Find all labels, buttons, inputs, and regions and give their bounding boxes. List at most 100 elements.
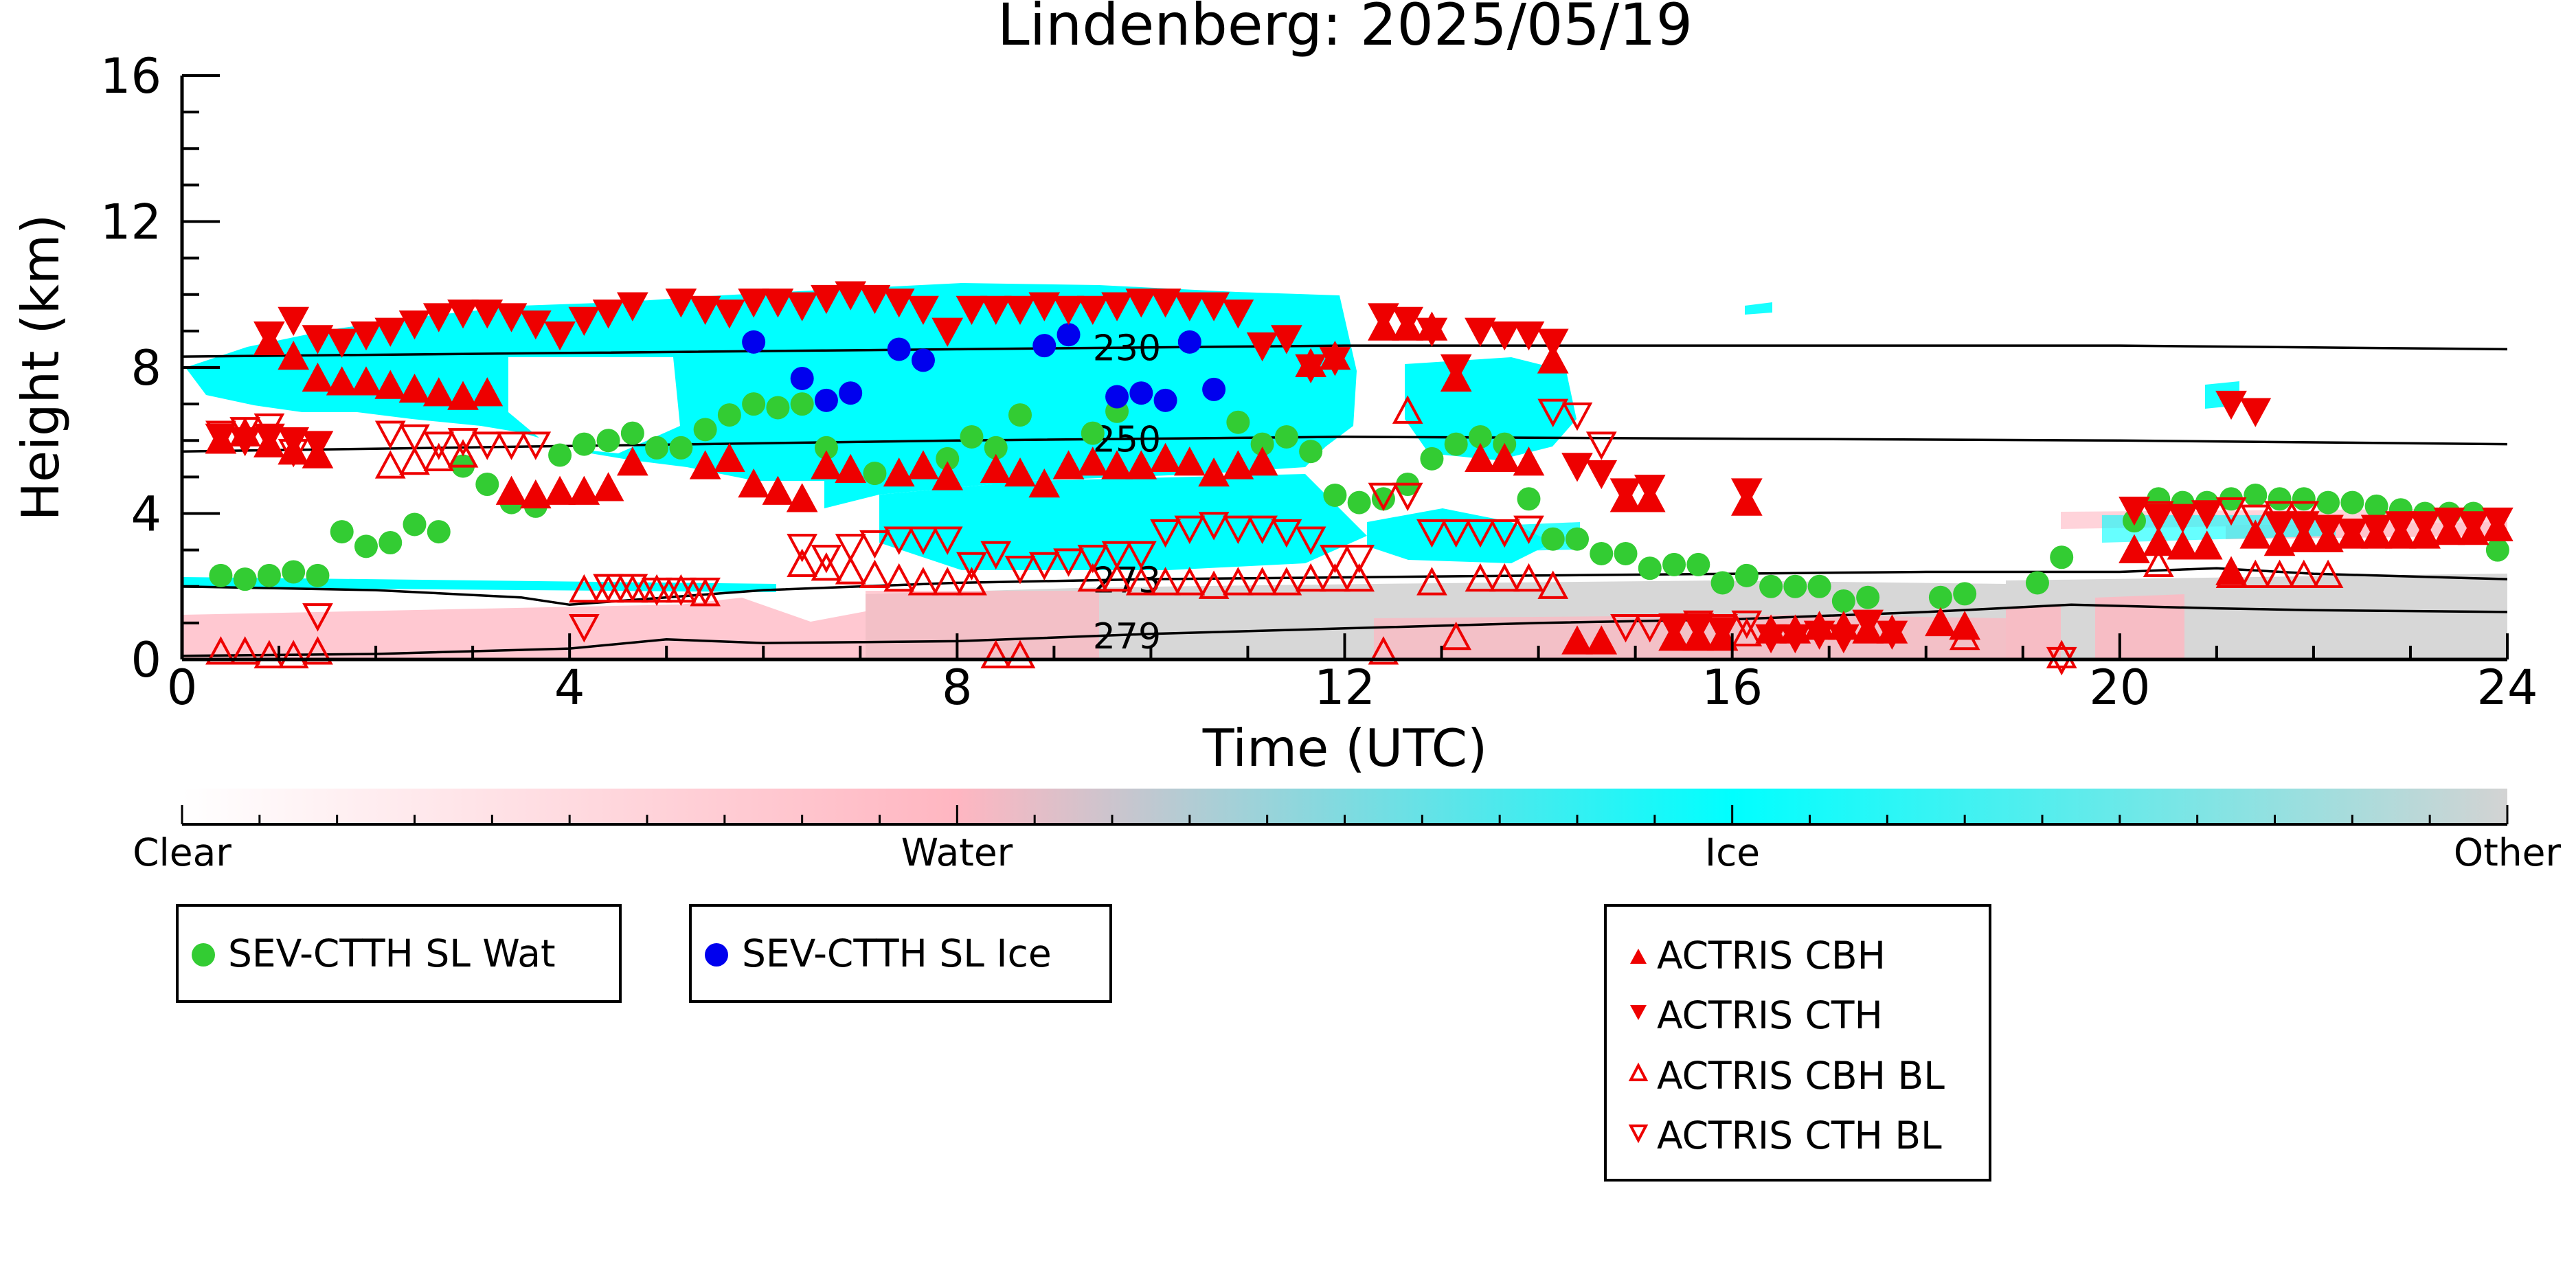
marker-5 [229,417,261,446]
marker-3 [738,289,769,318]
marker-2 [907,450,939,479]
marker-4 [1949,621,1980,651]
marker-3 [1609,478,1642,508]
marker-2 [1537,344,1569,374]
marker-0 [306,563,330,587]
marker-3 [1440,354,1472,384]
marker-0 [693,418,717,442]
marker-0 [863,462,887,486]
marker-5 [2264,501,2295,530]
marker-4 [2264,559,2295,588]
marker-0 [209,563,233,587]
marker-0 [1735,563,1759,587]
marker-2 [617,447,648,476]
marker-0 [403,512,427,536]
marker-3 [2433,507,2465,537]
marker-0 [1371,487,1395,511]
marker-5 [931,526,963,555]
marker-0 [1614,541,1638,565]
colorbar-label-other: Other [2454,831,2562,874]
marker-5 [1416,519,1447,548]
legend-sl-wat: SEV-CTTH SL Wat [176,904,622,1003]
axis-ticks: 0 4 8 12 16 20 24 0 4 8 12 16 [100,48,2538,716]
marker-4 [278,640,309,668]
marker-0 [1928,585,1952,609]
marker-3 [1004,295,1036,326]
marker-1 [790,366,814,390]
marker-0 [2050,545,2074,569]
marker-0 [572,432,596,456]
marker-2 [811,450,842,479]
marker-4 [2046,640,2077,668]
marker-5 [1368,482,1399,512]
marker-1 [1129,381,1153,405]
marker-5 [1004,556,1036,585]
isotherm-label-250: 250 [1093,419,1161,460]
legend-label-cbh-bl: ACTRIS CBH BL [1657,1054,1945,1098]
marker-5 [1731,610,1763,640]
marker-4 [423,442,455,471]
marker-4 [374,450,406,479]
marker-2 [592,472,624,501]
marker-3 [1876,620,1908,650]
x-tick-label: 4 [554,659,585,716]
marker-0 [548,443,572,467]
marker-2 [1465,442,1496,473]
marker-3 [302,325,334,354]
marker-0 [1444,432,1468,456]
marker-5 [1295,526,1326,555]
x-tick-label: 12 [1314,659,1375,716]
marker-0 [669,436,693,460]
marker-2 [1222,450,1254,479]
marker-0 [1081,421,1105,445]
marker-5 [1561,402,1593,431]
marker-2 [471,377,504,407]
marker-4 [931,567,963,596]
marker-3 [1271,325,1302,354]
marker-5 [253,413,285,442]
marker-3 [447,300,479,329]
y-tick-label: 16 [100,48,161,104]
y-tick-label: 8 [131,340,161,396]
legend-marker-wat [192,943,215,967]
marker-2 [2119,534,2150,563]
marker-5 [1222,515,1254,544]
marker-4 [2239,559,2271,588]
marker-5 [1271,519,1302,548]
marker-5 [2239,504,2271,534]
marker-4 [859,559,890,588]
marker-2 [786,483,818,512]
marker-5 [1537,398,1569,427]
marker-2 [931,461,964,490]
marker-3 [1319,347,1351,376]
marker-0 [2025,571,2049,595]
marker-5 [617,574,648,602]
x-tick-label: 16 [1702,659,1763,716]
y-tick-label: 0 [131,632,161,688]
marker-3 [592,300,624,329]
marker-4 [1537,570,1569,599]
y-axis-label: Height (km) [10,214,71,521]
marker-4 [811,552,842,581]
marker-5 [1585,431,1617,460]
marker-3 [2239,398,2272,427]
marker-4 [2312,559,2344,588]
marker-5 [2143,501,2174,530]
marker-0 [984,436,1008,460]
marker-4 [1344,563,1375,592]
marker-3 [786,292,818,321]
marker-1 [1177,330,1201,354]
marker-3 [2215,390,2247,420]
marker-3 [1222,300,1254,329]
colorbar: Clear Water Ice Other [133,789,2561,874]
x-tick-label: 24 [2476,659,2538,716]
legend-label-ice: SEV-CTTH SL Ice [742,931,1052,975]
marker-3 [2360,515,2393,544]
marker-0 [1008,403,1032,427]
marker-0 [282,560,306,584]
marker-3 [2457,511,2489,541]
marker-3 [835,281,867,310]
legend-marker-cbh-bl [1628,1062,1649,1081]
marker-0 [2244,483,2268,507]
